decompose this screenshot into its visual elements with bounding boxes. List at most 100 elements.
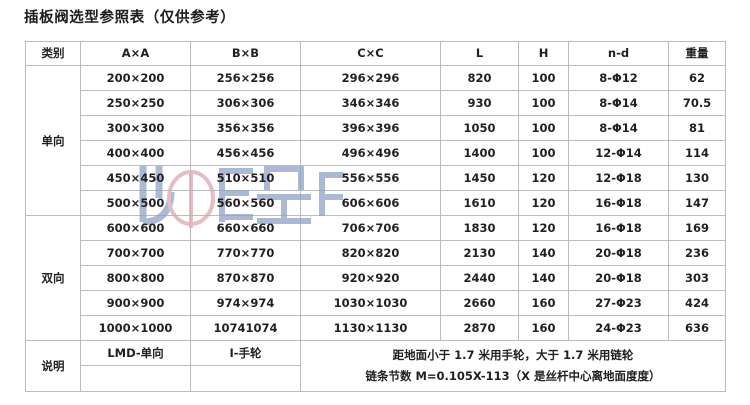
footer-note-2: 链条节数 M=0.105X-113（X 是丝杆中心离地面度度） <box>365 369 661 383</box>
cell-l: 2440 <box>440 265 519 291</box>
cell-l: 930 <box>440 90 519 116</box>
cell-bb: 306×306 <box>190 90 301 116</box>
cell-l: 1050 <box>440 115 519 141</box>
cell-h: 100 <box>518 115 569 141</box>
cell-nd: 8-Φ12 <box>568 65 669 91</box>
cell-h: 140 <box>518 265 569 291</box>
cell-weight: 169 <box>668 215 726 241</box>
cell-h: 100 <box>518 140 569 166</box>
cell-cc: 396×396 <box>300 115 441 141</box>
cell-nd: 24-Φ23 <box>568 315 669 341</box>
cell-weight: 636 <box>668 315 726 341</box>
cell-l: 2130 <box>440 240 519 266</box>
cell-nd: 12-Φ18 <box>568 165 669 191</box>
cell-nd: 16-Φ18 <box>568 190 669 216</box>
footer-row: 说明 LMD-单向 I-手轮 距地面小于 1.7 米用手轮，大于 1.7 米用链… <box>25 340 726 392</box>
header-l: L <box>440 41 519 66</box>
header-h: H <box>518 41 569 66</box>
footer-code-oneway: LMD-单向 <box>81 341 190 366</box>
cell-l: 1830 <box>440 215 519 241</box>
cell-nd: 20-Φ18 <box>568 265 669 291</box>
cell-bb: 974×974 <box>190 290 301 316</box>
cell-aa: 250×250 <box>80 90 191 116</box>
cell-weight: 424 <box>668 290 726 316</box>
header-category: 类别 <box>25 41 81 66</box>
cell-h: 160 <box>518 290 569 316</box>
cell-weight: 114 <box>668 140 726 166</box>
cell-bb: 510×510 <box>190 165 301 191</box>
cell-cc: 556×556 <box>300 165 441 191</box>
table-row: 300×300 356×356 396×396 1050 100 8-Φ14 8… <box>26 115 726 141</box>
cell-bb: 870×870 <box>190 265 301 291</box>
table-row: 250×250 306×306 346×346 930 100 8-Φ14 70… <box>26 90 726 116</box>
cell-weight: 70.5 <box>668 90 726 116</box>
cell-h: 140 <box>518 240 569 266</box>
cell-bb: 560×560 <box>190 190 301 216</box>
cell-aa: 1000×1000 <box>80 315 191 341</box>
table-row: 1000×1000 10741074 1130×1130 2870 160 24… <box>26 315 726 341</box>
cell-h: 100 <box>518 65 569 91</box>
cell-cc: 296×296 <box>300 65 441 91</box>
header-row: 类别 A×A B×B C×C L H n-d 重量 <box>25 41 726 66</box>
footer-code-handwheel-cell: I-手轮 <box>190 340 301 392</box>
cell-weight: 147 <box>668 190 726 216</box>
cell-l: 820 <box>440 65 519 91</box>
table-row: 800×800 870×870 920×920 2440 140 20-Φ18 … <box>26 265 726 291</box>
footer-note-1: 距地面小于 1.7 米用手轮，大于 1.7 米用链轮 <box>392 348 634 362</box>
cell-aa: 700×700 <box>80 240 191 266</box>
footer-label: 说明 <box>25 340 81 392</box>
group-label-oneway: 单向 <box>25 65 81 216</box>
cell-l: 2660 <box>440 290 519 316</box>
spec-table-container: 类别 A×A B×B C×C L H n-d 重量 单向 200×200 256… <box>25 41 726 392</box>
cell-aa: 300×300 <box>80 115 191 141</box>
cell-h: 100 <box>518 90 569 116</box>
cell-l: 1450 <box>440 165 519 191</box>
cell-l: 2870 <box>440 315 519 341</box>
table-header: 类别 A×A B×B C×C L H n-d 重量 <box>25 41 726 66</box>
cell-cc: 496×496 <box>300 140 441 166</box>
table-row: 500×500 560×560 606×606 1610 120 16-Φ18 … <box>26 190 726 216</box>
table-body: 单向 200×200 256×256 296×296 820 100 8-Φ12… <box>25 65 726 392</box>
cell-l: 1400 <box>440 140 519 166</box>
cell-h: 160 <box>518 315 569 341</box>
cell-aa: 200×200 <box>80 65 191 91</box>
header-aa: A×A <box>80 41 191 66</box>
table-row: 单向 200×200 256×256 296×296 820 100 8-Φ12… <box>25 65 726 216</box>
cell-bb: 456×456 <box>190 140 301 166</box>
cell-nd: 20-Φ18 <box>568 240 669 266</box>
footer-code-oneway-cell: LMD-单向 <box>80 340 191 392</box>
cell-weight: 81 <box>668 115 726 141</box>
footer-code-oneway-blank <box>81 366 190 391</box>
table-row: 900×900 974×974 1030×1030 2660 160 27-Φ2… <box>26 290 726 316</box>
header-cc: C×C <box>300 41 441 66</box>
cell-weight: 130 <box>668 165 726 191</box>
cell-weight: 303 <box>668 265 726 291</box>
cell-cc: 820×820 <box>300 240 441 266</box>
cell-cc: 920×920 <box>300 265 441 291</box>
cell-h: 120 <box>518 215 569 241</box>
cell-nd: 8-Φ14 <box>568 90 669 116</box>
cell-bb: 10741074 <box>190 315 301 341</box>
cell-h: 120 <box>518 190 569 216</box>
spec-table: 类别 A×A B×B C×C L H n-d 重量 单向 200×200 256… <box>25 41 726 392</box>
header-bb: B×B <box>190 41 301 66</box>
cell-aa: 900×900 <box>80 290 191 316</box>
cell-cc: 706×706 <box>300 215 441 241</box>
cell-bb: 256×256 <box>190 65 301 91</box>
header-nd: n-d <box>568 41 669 66</box>
table-row: 700×700 770×770 820×820 2130 140 20-Φ18 … <box>26 240 726 266</box>
footer-notes-cell: 距地面小于 1.7 米用手轮，大于 1.7 米用链轮 链条节数 M=0.105X… <box>300 340 726 392</box>
cell-nd: 8-Φ14 <box>568 115 669 141</box>
cell-weight: 236 <box>668 240 726 266</box>
group-label-twoway: 双向 <box>25 215 81 341</box>
footer-code-handwheel: I-手轮 <box>191 341 300 366</box>
cell-cc: 1030×1030 <box>300 290 441 316</box>
cell-nd: 27-Φ23 <box>568 290 669 316</box>
cell-l: 1610 <box>440 190 519 216</box>
cell-aa: 800×800 <box>80 265 191 291</box>
cell-weight: 62 <box>668 65 726 91</box>
header-weight: 重量 <box>668 41 726 66</box>
cell-bb: 770×770 <box>190 240 301 266</box>
cell-aa: 450×450 <box>80 165 191 191</box>
